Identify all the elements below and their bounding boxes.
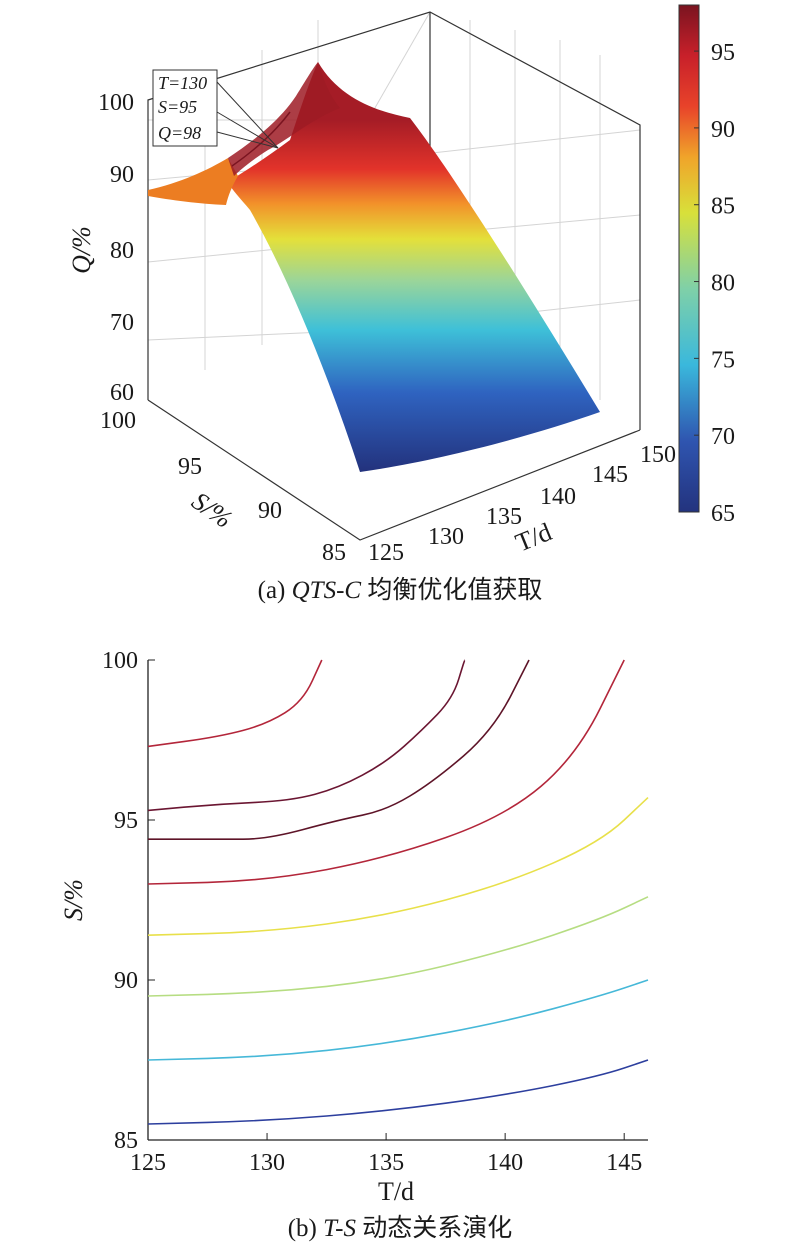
annotation-line-2: S=95 bbox=[158, 97, 197, 117]
contour-x-tick-label-135: 135 bbox=[368, 1150, 404, 1176]
contour-line-1 bbox=[147, 1059, 649, 1125]
z-tick-100: 100 bbox=[98, 90, 134, 116]
t-tick-130: 130 bbox=[428, 524, 464, 550]
contour-lines bbox=[147, 659, 649, 1125]
colorbar-tick-label-80: 80 bbox=[711, 271, 735, 297]
colorbar: 65 70 75 80 85 90 95 bbox=[678, 4, 735, 527]
t-tick-labels: 125 130 135 140 145 150 bbox=[368, 442, 676, 566]
t-tick-135: 135 bbox=[486, 504, 522, 530]
annotation-line-3: Q=98 bbox=[158, 123, 201, 143]
caption-a-italic: QTS-C bbox=[292, 577, 362, 604]
contour-line-6 bbox=[148, 659, 530, 841]
z-tick-70: 70 bbox=[110, 310, 134, 336]
s-tick-90: 90 bbox=[258, 498, 282, 524]
colorbar-tick-label-90: 90 bbox=[711, 117, 735, 143]
contour-y-tick-label-85: 85 bbox=[114, 1128, 138, 1154]
contour-x-tick-label-130: 130 bbox=[249, 1150, 285, 1176]
contour-plot-panel: 125 130 135 140 145 85 90 95 100 T/d S/% (b) T-S… bbox=[59, 648, 649, 1242]
caption-b-label: (b) bbox=[288, 1215, 317, 1242]
contour-x-tick-label-140: 140 bbox=[487, 1150, 523, 1176]
contour-x-label: T/d bbox=[378, 1177, 414, 1206]
colorbar-tick-label-65: 65 bbox=[711, 501, 735, 527]
contour-line-4 bbox=[147, 797, 649, 936]
caption-a: (a) QTS-C 均衡优化值获取 bbox=[258, 576, 543, 604]
z-tick-60: 60 bbox=[110, 380, 134, 406]
surface-ridge-crease bbox=[231, 111, 291, 167]
contour-y-tick-label-95: 95 bbox=[114, 808, 138, 834]
surface-main bbox=[228, 62, 600, 472]
caption-a-label: (a) bbox=[258, 577, 286, 604]
s-tick-85: 85 bbox=[322, 540, 346, 566]
annotation-leader-1 bbox=[216, 81, 279, 149]
z-axis-label: Q/% bbox=[67, 226, 96, 274]
surface-left-flap bbox=[148, 158, 238, 205]
contour-x-tick-label-145: 145 bbox=[606, 1150, 642, 1176]
s-tick-100: 100 bbox=[100, 408, 136, 434]
contour-x-tick-label-125: 125 bbox=[130, 1150, 166, 1176]
annotation-line-1: T=130 bbox=[158, 73, 207, 93]
t-tick-125: 125 bbox=[368, 540, 404, 566]
contour-line-8 bbox=[147, 659, 323, 748]
surface bbox=[148, 62, 600, 472]
contour-y-label: S/% bbox=[59, 879, 88, 921]
contour-y-tick-label-100: 100 bbox=[102, 648, 138, 674]
contour-line-5 bbox=[147, 659, 625, 885]
colorbar-tick-label-70: 70 bbox=[711, 424, 735, 450]
annotation-leader-3 bbox=[216, 131, 279, 149]
surface-plot-panel: T=130 S=95 Q=98 60 70 80 90 100 Q/% 100 … bbox=[67, 4, 735, 604]
contour-line-2 bbox=[147, 979, 649, 1061]
peak-annotation: T=130 S=95 Q=98 bbox=[152, 69, 279, 149]
annotation-leader-2 bbox=[216, 111, 279, 149]
contour-axes bbox=[147, 659, 648, 1141]
contour-tick-labels: 125 130 135 140 145 85 90 95 100 bbox=[102, 648, 642, 1176]
t-tick-145: 145 bbox=[592, 462, 628, 488]
colorbar-tick-label-95: 95 bbox=[711, 40, 735, 66]
caption-b: (b) T-S 动态关系演化 bbox=[288, 1214, 513, 1242]
colorbar-tick-label-85: 85 bbox=[711, 194, 735, 220]
contour-line-3 bbox=[147, 896, 649, 997]
z-tick-90: 90 bbox=[110, 162, 134, 188]
s-axis-label: S/% bbox=[187, 486, 238, 534]
contour-y-tick-label-90: 90 bbox=[114, 968, 138, 994]
caption-a-text: 均衡优化值获取 bbox=[361, 576, 542, 604]
annotation-box bbox=[152, 69, 218, 147]
colorbar-gradient bbox=[678, 4, 700, 513]
colorbar-tick-label-75: 75 bbox=[711, 347, 735, 373]
s-tick-labels: 100 95 90 85 bbox=[100, 408, 346, 566]
s-tick-95: 95 bbox=[178, 454, 202, 480]
t-tick-140: 140 bbox=[540, 484, 576, 510]
caption-b-text: 动态关系演化 bbox=[356, 1214, 512, 1242]
t-tick-150: 150 bbox=[640, 442, 676, 468]
z-tick-80: 80 bbox=[110, 238, 134, 264]
colorbar-ticks: 65 70 75 80 85 90 95 bbox=[694, 40, 735, 527]
z-tick-labels: 60 70 80 90 100 bbox=[98, 90, 134, 406]
caption-b-italic: T-S bbox=[323, 1215, 356, 1242]
contour-line-7 bbox=[147, 659, 466, 812]
